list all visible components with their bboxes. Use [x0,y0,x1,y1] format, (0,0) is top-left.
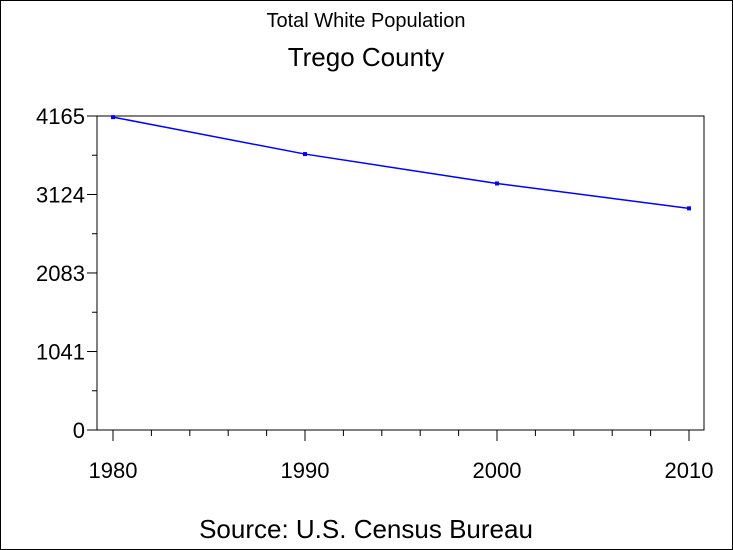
data-point [303,152,307,157]
x-axis: 1980 1990 2000 2010 [89,430,714,483]
series-line [112,116,690,210]
y-tick-label: 4165 [36,104,85,129]
y-tick-label: 3124 [36,182,85,207]
chart-supertitle: Total White Population [266,10,465,32]
plot-area-frame [96,115,705,431]
data-point [687,206,691,211]
x-tick-label: 2000 [473,458,522,483]
series-layer [111,115,691,211]
y-axis: 0 1041 2083 3124 4165 [36,104,97,443]
x-tick-label: 2010 [665,458,714,483]
chart-title: Trego County [288,42,445,72]
chart-footnote: Source: U.S. Census Bureau [199,514,533,544]
data-point [495,181,499,186]
x-tick-label: 1990 [281,458,330,483]
data-point [111,115,115,120]
x-tick-label: 1980 [89,458,138,483]
y-tick-label: 0 [73,418,85,443]
y-tick-label: 2083 [36,261,85,286]
y-tick-label: 1041 [36,340,85,365]
